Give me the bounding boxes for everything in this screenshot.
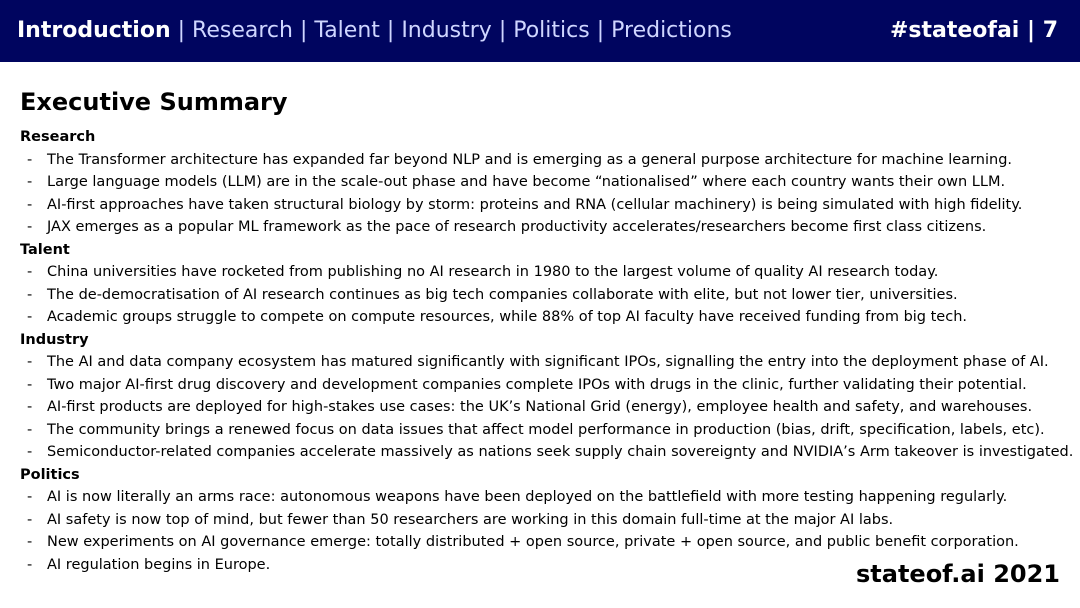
list-item-text: The community brings a renewed focus on … [47, 421, 1045, 438]
list-item: - New experiments on AI governance emerge… [20, 531, 1065, 554]
list-item: - AI is now literally an arms race: auton… [20, 486, 1065, 509]
list-item: - The de-democratisation of AI research c… [20, 284, 1065, 307]
list-item: - AI safety is now top of mind, but fewer… [20, 509, 1065, 532]
dash-bullet-icon: - [27, 444, 33, 460]
dash-bullet-icon: - [27, 421, 33, 438]
dash-bullet-icon: - [27, 219, 33, 235]
brand-hashtag-page-number: #stateofai | 7 [889, 18, 1058, 43]
list-item-text: AI-first approaches have taken structura… [47, 196, 1023, 213]
footer-brand: stateof.ai 2021 [855, 560, 1060, 588]
nav-separator: | [177, 18, 186, 43]
list-item-text: Academic groups struggle to compete on c… [47, 309, 967, 325]
dash-bullet-icon: - [27, 399, 33, 415]
list-item-text: New experiments on AI governance emerge:… [47, 534, 1019, 550]
list-item-text: JAX emerges as a popular ML framework as… [47, 219, 987, 235]
summary-content: Research - The Transformer architecture h… [20, 126, 1073, 577]
dash-bullet-icon: - [27, 309, 33, 325]
dash-bullet-icon: - [27, 286, 33, 303]
list-item: - The Transformer architecture has expand… [20, 149, 1065, 172]
section-heading-industry: Industry [20, 331, 89, 348]
list-item-text: Large language models (LLM) are in the s… [47, 174, 1006, 190]
list-item: - China universities have rocketed from p… [20, 261, 1065, 284]
dash-bullet-icon: - [27, 196, 33, 213]
dash-bullet-icon: - [27, 376, 33, 393]
list-item: - Semiconductor-related companies acceler… [20, 441, 1073, 464]
dash-bullet-icon: - [27, 151, 33, 168]
list-item-text: AI regulation begins in Europe. [47, 556, 271, 573]
list-item: - AI-first approaches have taken structur… [20, 194, 1065, 217]
section-nav: Introduction | Research | Talent | Indus… [17, 15, 732, 47]
list-item-text: AI-first products are deployed for high-… [47, 399, 1033, 415]
nav-separator: | [386, 18, 395, 43]
dash-bullet-icon: - [27, 264, 33, 280]
list-item: - Two major AI-first drug discovery and d… [20, 374, 1065, 397]
slide-title: Executive Summary [20, 88, 288, 116]
list-item: - The community brings a renewed focus on… [20, 419, 1065, 442]
section-heading-talent: Talent [20, 241, 70, 258]
dash-bullet-icon: - [27, 354, 33, 370]
list-item: - JAX emerges as a popular ML framework a… [20, 216, 1065, 239]
list-item: - Large language models (LLM) are in the … [20, 171, 1065, 194]
dash-bullet-icon: - [27, 489, 33, 505]
list-item-text: The de-democratisation of AI research co… [47, 286, 958, 303]
list-item: - Academic groups struggle to compete on … [20, 306, 1065, 329]
list-item-text: The Transformer architecture has expande… [47, 151, 1013, 168]
nav-item-research[interactable]: Research [192, 18, 293, 43]
list-item-text: Two major AI-first drug discovery and de… [47, 376, 1027, 393]
list-item-text: Semiconductor-related companies accelera… [47, 444, 1074, 460]
nav-item-politics[interactable]: Politics [513, 18, 590, 43]
dash-bullet-icon: - [27, 556, 33, 573]
list-item-text: The AI and data company ecosystem has ma… [47, 354, 1049, 370]
nav-item-industry[interactable]: Industry [401, 18, 492, 43]
list-item: - AI-first products are deployed for high… [20, 396, 1065, 419]
nav-separator: | [299, 18, 308, 43]
list-item: - AI regulation begins in Europe. [20, 554, 1065, 577]
nav-separator: | [498, 18, 507, 43]
nav-item-predictions[interactable]: Predictions [611, 18, 732, 43]
list-item-text: AI safety is now top of mind, but fewer … [47, 511, 894, 528]
dash-bullet-icon: - [27, 534, 33, 550]
dash-bullet-icon: - [27, 174, 33, 190]
dash-bullet-icon: - [27, 511, 33, 528]
section-heading-politics: Politics [20, 466, 80, 483]
nav-item-talent[interactable]: Talent [314, 18, 380, 43]
nav-item-introduction[interactable]: Introduction [17, 18, 171, 43]
list-item: - The AI and data company ecosystem has m… [20, 351, 1065, 374]
header-bar: Introduction | Research | Talent | Indus… [0, 0, 1080, 62]
section-heading-research: Research [20, 129, 96, 145]
list-item-text: China universities have rocketed from pu… [47, 264, 939, 280]
nav-separator: | [596, 18, 605, 43]
list-item-text: AI is now literally an arms race: autono… [47, 489, 1008, 505]
